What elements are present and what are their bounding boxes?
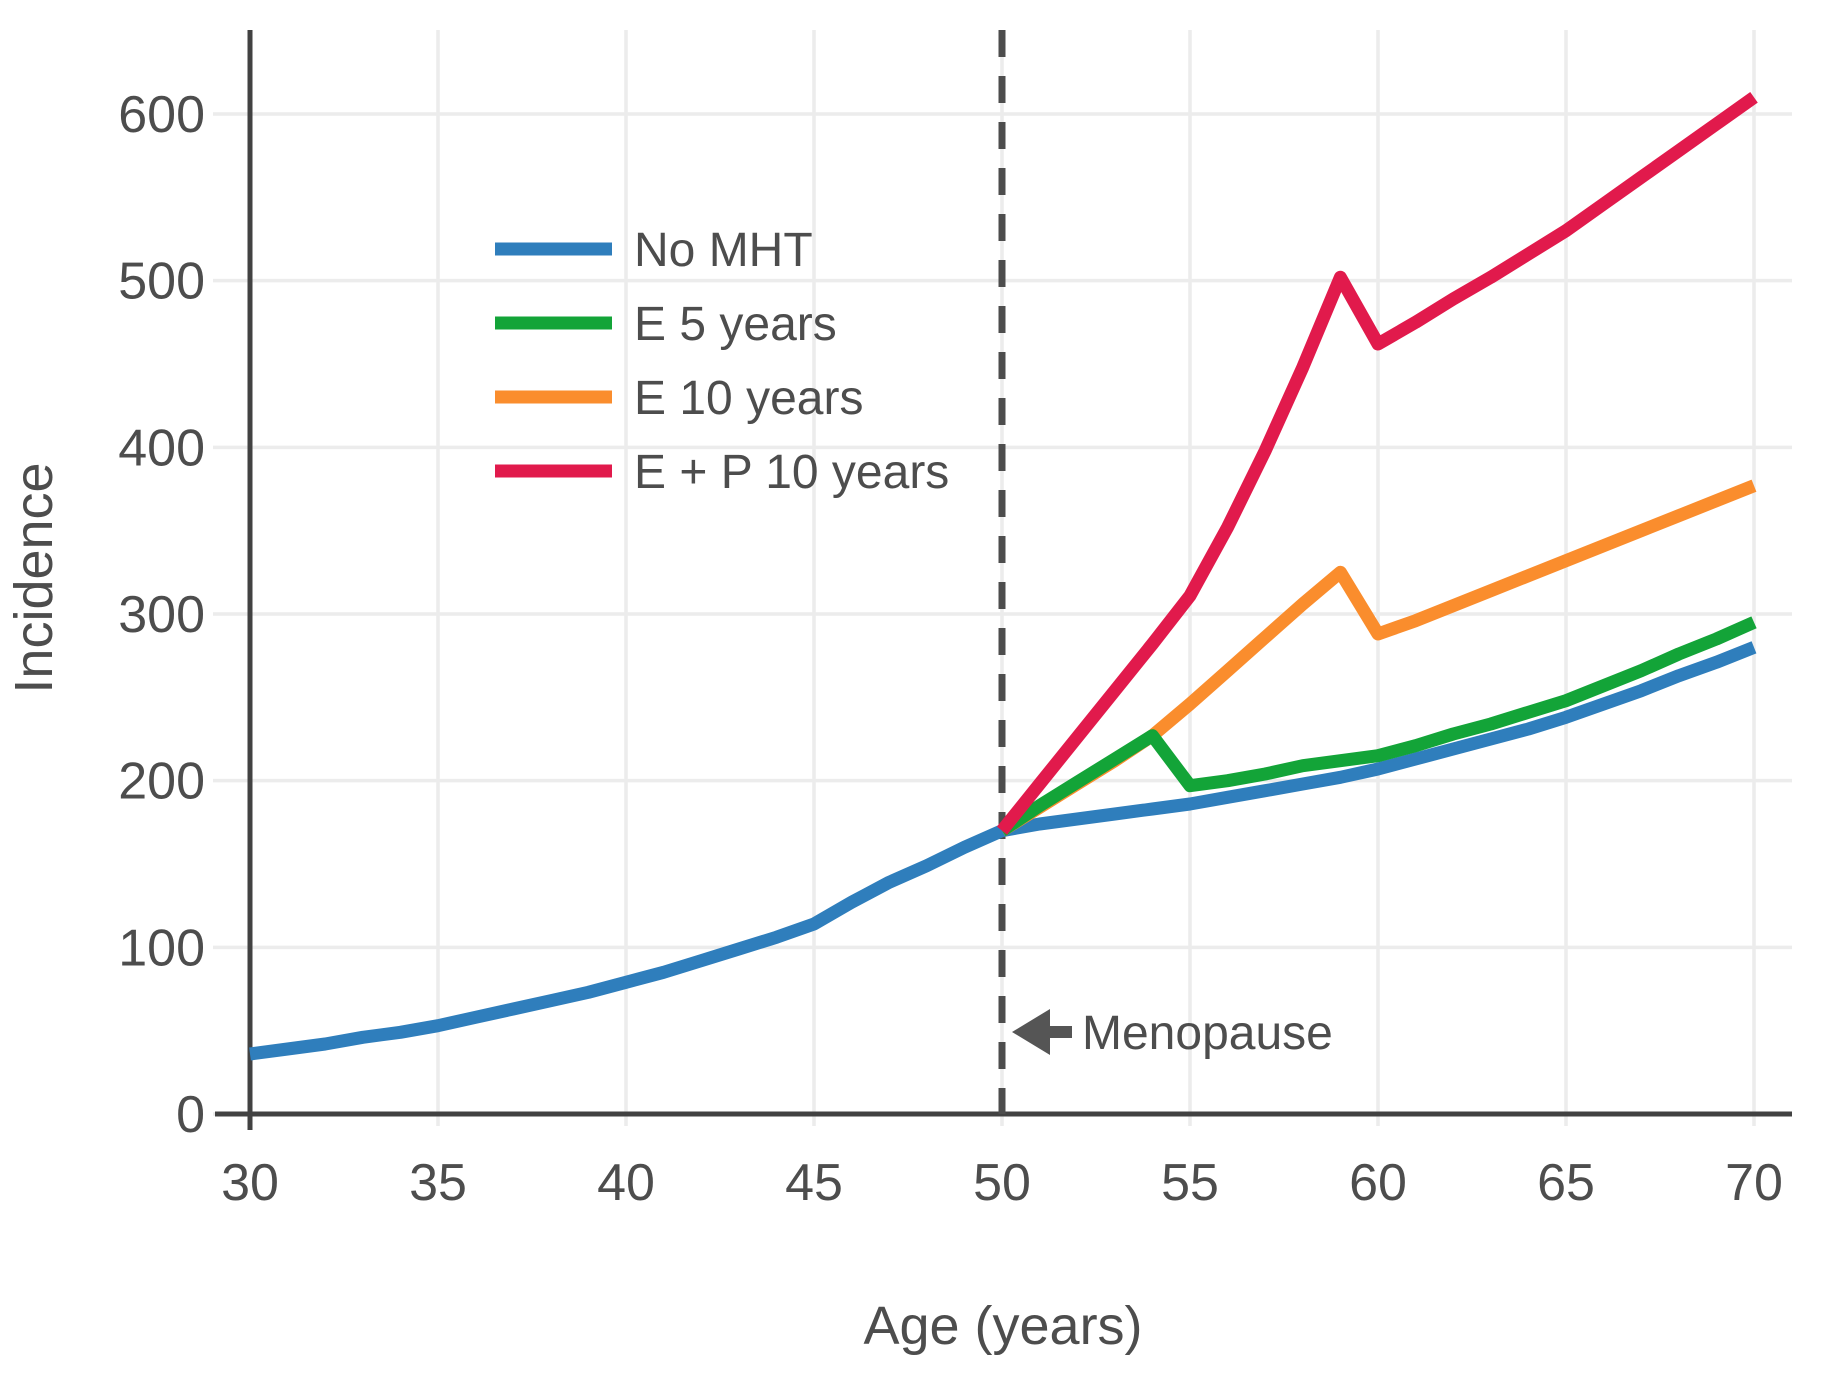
y-tick-label: 0 — [176, 1086, 205, 1144]
legend-label: E 10 years — [634, 372, 863, 425]
tick-labels: 30 35 40 45 50 55 60 65 70 0 100 200 300 400 500 600 — [118, 86, 1783, 1212]
series-line-e-5-years — [998, 616, 1757, 837]
legend-label: E 5 years — [634, 298, 837, 351]
legend-label: E + P 10 years — [634, 446, 949, 499]
x-tick-label: 70 — [1725, 1154, 1783, 1212]
legend-label: No MHT — [634, 224, 813, 277]
x-tick-label: 40 — [597, 1154, 655, 1212]
menopause-annotation-group: Menopause — [1012, 1007, 1333, 1060]
y-tick-label: 300 — [118, 586, 205, 644]
y-tick-label: 500 — [118, 253, 205, 311]
x-tick-label: 35 — [409, 1154, 467, 1212]
series-line-e-p-10-years — [996, 92, 1758, 835]
left-arrow-icon — [1012, 1009, 1072, 1055]
x-tick-label: 55 — [1161, 1154, 1219, 1212]
data-series-group — [249, 92, 1758, 1061]
x-tick-label: 65 — [1537, 1154, 1595, 1212]
y-tick-label: 200 — [118, 753, 205, 811]
y-axis-title: Incidence — [4, 462, 64, 693]
menopause-annotation-label: Menopause — [1082, 1007, 1333, 1060]
x-tick-label: 30 — [221, 1154, 279, 1212]
x-axis-title: Age (years) — [863, 1296, 1142, 1356]
legend: No MHT E 5 years E 10 years E + P 10 years — [495, 224, 949, 499]
y-tick-label: 600 — [118, 86, 205, 144]
x-tick-label: 60 — [1349, 1154, 1407, 1212]
y-tick-label: 400 — [118, 419, 205, 477]
x-tick-label: 45 — [785, 1154, 843, 1212]
y-tick-label: 100 — [118, 919, 205, 977]
x-tick-label: 50 — [973, 1154, 1031, 1212]
